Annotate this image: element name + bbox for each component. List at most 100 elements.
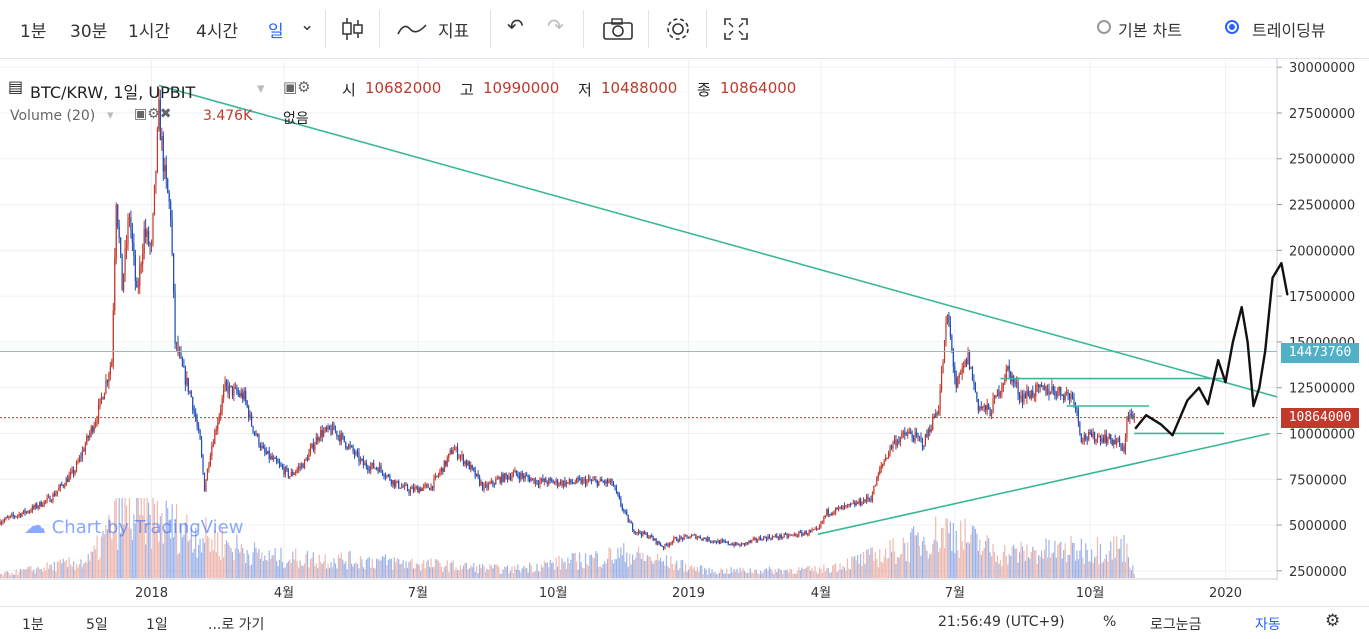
- volume-bar: [1092, 562, 1094, 578]
- redo-icon[interactable]: ↷: [547, 14, 564, 38]
- indicators-button[interactable]: 지표: [438, 22, 470, 42]
- volume-bar: [208, 537, 210, 578]
- candle-body: [287, 469, 289, 477]
- candle-body: [402, 486, 404, 488]
- volume-bar: [1002, 552, 1004, 578]
- candle-body: [167, 179, 169, 193]
- volume-bar: [790, 569, 793, 578]
- candle-body: [665, 543, 668, 545]
- candle-body: [623, 509, 625, 511]
- volume-bar: [295, 548, 297, 578]
- range-1day[interactable]: 1일: [146, 617, 168, 633]
- candle-body: [632, 523, 634, 531]
- tradingview-watermark[interactable]: ☁ Chart by TradingView: [24, 514, 243, 539]
- range-5day[interactable]: 5일: [86, 617, 108, 633]
- interval-1hour[interactable]: 1시간: [128, 22, 171, 42]
- chevron-down-icon[interactable]: ⌄: [300, 15, 315, 35]
- volume-bar: [1070, 535, 1072, 578]
- volume-bar: [633, 559, 635, 578]
- volume-bar: [103, 534, 106, 578]
- candle-body: [1005, 369, 1007, 381]
- volume-bar: [496, 564, 498, 578]
- candle-body: [907, 432, 909, 436]
- volume-bar: [986, 535, 988, 578]
- volume-bar: [1102, 561, 1104, 578]
- interval-4hour[interactable]: 4시간: [196, 22, 239, 42]
- candle-body: [704, 537, 706, 539]
- basic-chart-radio[interactable]: [1097, 20, 1111, 34]
- volume-bar: [910, 532, 912, 578]
- candle-body: [411, 487, 413, 489]
- volume-bar: [284, 567, 287, 578]
- volume-bar: [452, 560, 454, 578]
- undo-icon[interactable]: ↶: [507, 14, 524, 38]
- volume-bar: [929, 554, 931, 578]
- volume-bar: [1042, 558, 1044, 578]
- candle-body: [342, 433, 344, 437]
- candle-body: [471, 464, 473, 468]
- legend-symbol[interactable]: BTC/KRW, 1일, UPBIT: [30, 83, 196, 102]
- candle-body: [142, 253, 144, 264]
- eye-icon[interactable]: ▣⚙: [283, 78, 311, 96]
- legend-box-icon[interactable]: ▤: [8, 77, 24, 96]
- camera-icon[interactable]: [602, 17, 634, 41]
- candle-body: [1045, 385, 1047, 395]
- candle-body: [312, 443, 314, 450]
- candle-body: [604, 481, 606, 484]
- candlestick-icon[interactable]: [340, 16, 364, 42]
- tradingview-label[interactable]: 트레이딩뷰: [1252, 21, 1326, 40]
- indicator-wave-icon[interactable]: [396, 20, 430, 38]
- volume-bar: [536, 563, 538, 578]
- volume-bar: [424, 568, 426, 578]
- chevron-down-icon[interactable]: ▾: [257, 79, 265, 97]
- candle-body: [505, 473, 507, 476]
- basic-chart-label[interactable]: 기본 차트: [1118, 21, 1182, 40]
- tradingview-radio[interactable]: [1225, 20, 1239, 34]
- volume-bar: [100, 536, 103, 578]
- volume-bar: [270, 558, 272, 578]
- auto-toggle[interactable]: 자동: [1255, 617, 1281, 633]
- log-toggle[interactable]: 로그눈금: [1150, 617, 1202, 633]
- candle-body: [1130, 414, 1132, 416]
- candle-body: [998, 389, 1000, 397]
- volume-bar: [548, 567, 550, 578]
- volume-bar: [842, 565, 844, 578]
- interval-day[interactable]: 일: [268, 22, 284, 42]
- volume-bar: [514, 565, 516, 578]
- interval-1min[interactable]: 1분: [20, 22, 47, 42]
- volume-label[interactable]: Volume (20): [10, 108, 96, 124]
- volume-bar: [811, 567, 813, 578]
- low-value: 10488000: [601, 79, 678, 97]
- volume-bar: [298, 567, 300, 578]
- chevron-down-icon[interactable]: ▾: [107, 108, 114, 123]
- gear-icon[interactable]: ⚙: [1325, 611, 1341, 631]
- volume-bar: [165, 500, 167, 578]
- price-chart[interactable]: 3000000027500000250000002250000020000000…: [0, 58, 1369, 606]
- gear-icon[interactable]: [664, 15, 692, 43]
- percent-toggle[interactable]: %: [1103, 614, 1117, 630]
- x-tick-label: 7월: [408, 586, 428, 601]
- candle-body: [387, 475, 389, 477]
- volume-bar: [764, 569, 766, 578]
- volume-bar: [186, 514, 188, 578]
- candle-body: [537, 483, 540, 485]
- volume-bar: [895, 564, 897, 578]
- interval-30min[interactable]: 30분: [70, 22, 108, 42]
- goto-button[interactable]: ...로 가기: [208, 617, 265, 633]
- volume-bar: [218, 556, 220, 578]
- fullscreen-icon[interactable]: [723, 17, 749, 41]
- range-1min[interactable]: 1분: [22, 617, 44, 633]
- candle-body: [787, 535, 790, 538]
- settings-icon[interactable]: ▣⚙✖: [134, 106, 172, 122]
- candle-body: [1099, 436, 1102, 443]
- candle-body: [849, 504, 851, 506]
- volume-bar: [736, 568, 738, 578]
- volume-bar: [767, 570, 769, 578]
- candle-body: [627, 515, 629, 522]
- chart-area[interactable]: 30000000 27500000 25000000 22500000 20000000…: [0, 58, 1369, 601]
- volume-bar: [378, 560, 381, 578]
- candle-body: [90, 426, 92, 434]
- volume-bar: [1076, 550, 1078, 578]
- candle-body: [734, 542, 737, 546]
- candle-body: [489, 483, 491, 485]
